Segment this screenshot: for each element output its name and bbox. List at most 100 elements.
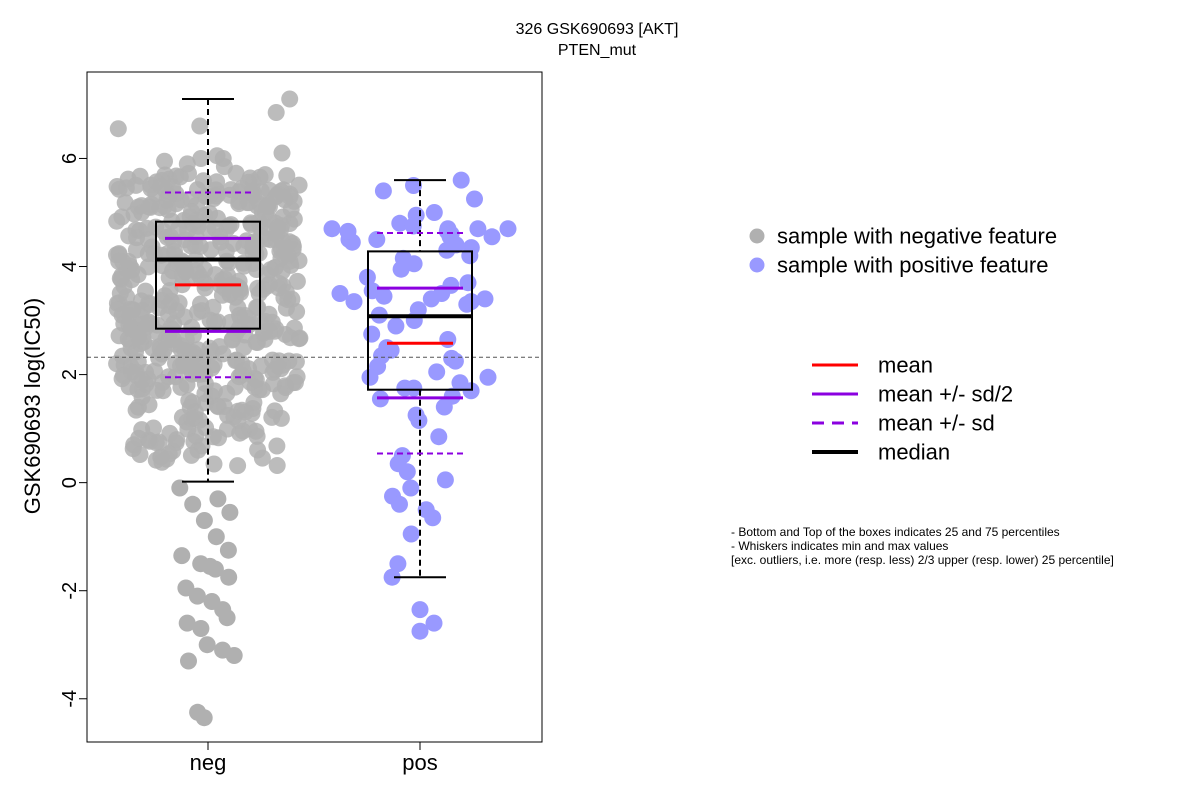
neg-points [108,90,309,727]
pos-point [368,231,386,248]
pos-point [383,568,401,586]
neg-outlier-point [206,560,224,578]
legend-line-label: mean +/- sd/2 [878,382,1013,407]
neg-point [174,354,192,372]
neg-point [154,382,172,400]
chart-title: 326 GSK690693 [AKT] PTEN_mut [516,21,679,59]
pos-point [476,290,494,308]
legend-line-label: mean +/- sd [878,411,995,436]
neg-point [132,335,149,352]
neg-outlier-point [225,647,243,664]
y-tick-label: 6 [59,153,81,164]
pos-point [428,363,446,381]
neg-point [109,120,127,138]
pos-point [375,287,393,305]
neg-point [201,204,219,222]
neg-point [245,394,263,411]
legend: sample with negative feature sample with … [749,224,1057,465]
pos-point [499,220,517,238]
neg-point [192,150,210,167]
neg-outlier-point [173,547,191,565]
neg-outlier-point [188,587,206,605]
neg-point [153,345,171,363]
neg-outlier-point [195,512,213,529]
neg-point [179,221,197,239]
neg-point [110,327,128,345]
neg-point [165,233,183,250]
pos-point [466,190,483,208]
pos-point [398,463,416,481]
neg-point [171,168,189,186]
note-line: - Whiskers indicates min and max values [731,539,948,553]
neg-point [247,261,265,278]
y-tick-label: -2 [59,582,81,600]
neg-point [287,353,305,371]
y-tick-label: -4 [59,690,81,708]
neg-outlier-point [198,636,216,654]
neg-point [185,433,203,451]
neg-point [206,313,223,331]
neg-point [266,402,284,420]
neg-point [290,176,308,194]
neg-point [278,167,296,185]
pos-point [402,479,420,497]
neg-point [165,331,182,349]
neg-point [120,227,138,245]
pos-point [345,293,363,311]
pos-point [462,382,480,400]
neg-outlier-point [218,609,236,627]
plot-area [86,71,543,743]
neg-point [282,200,300,218]
neg-point [156,152,173,170]
pos-point [389,555,407,573]
neg-point [222,216,240,234]
pos-outlier-point [425,614,443,632]
neg-outlier-point [209,490,227,508]
pos-point [461,247,479,265]
neg-point [183,203,200,220]
pos-point [404,217,422,235]
pos-point [446,352,464,370]
neg-point [266,259,284,277]
neg-point [268,437,286,455]
pos-point [331,285,349,302]
note-line: [exc. outliers, i.e. more (resp. less) 2… [731,553,1114,567]
neg-point [281,90,299,108]
neg-point [138,219,156,237]
notes: - Bottom and Top of the boxes indicates … [731,525,1114,567]
neg-point [132,308,150,326]
neg-point [178,155,196,173]
pos-point [361,368,379,386]
chart-title-line-2: PTEN_mut [558,42,637,59]
neg-point [247,333,265,351]
neg-point [281,188,299,206]
neg-point [127,241,145,259]
neg-point [248,427,266,445]
neg-point [267,104,285,121]
neg-point [137,282,154,300]
neg-point [111,269,129,287]
pos-point [363,325,381,343]
neg-point [266,322,284,340]
y-tick-label: 0 [59,477,81,488]
neg-point [125,436,143,454]
neg-point [283,290,301,308]
neg-point [270,275,288,292]
y-axis: -4 -2 0 2 4 6 [59,153,88,708]
neg-point [270,352,288,370]
neg-point [182,446,200,464]
pos-point [374,182,392,200]
neg-point [208,397,226,415]
neg-point [141,432,159,450]
neg-point [205,455,223,473]
neg-point [108,178,126,195]
pos-point [392,260,410,278]
neg-point [254,280,272,298]
neg-boxplot [155,98,261,483]
neg-point [290,252,308,270]
neg-point [291,329,309,347]
legend-line-label: mean [878,353,933,378]
pos-point [435,398,453,416]
neg-point [204,428,222,446]
